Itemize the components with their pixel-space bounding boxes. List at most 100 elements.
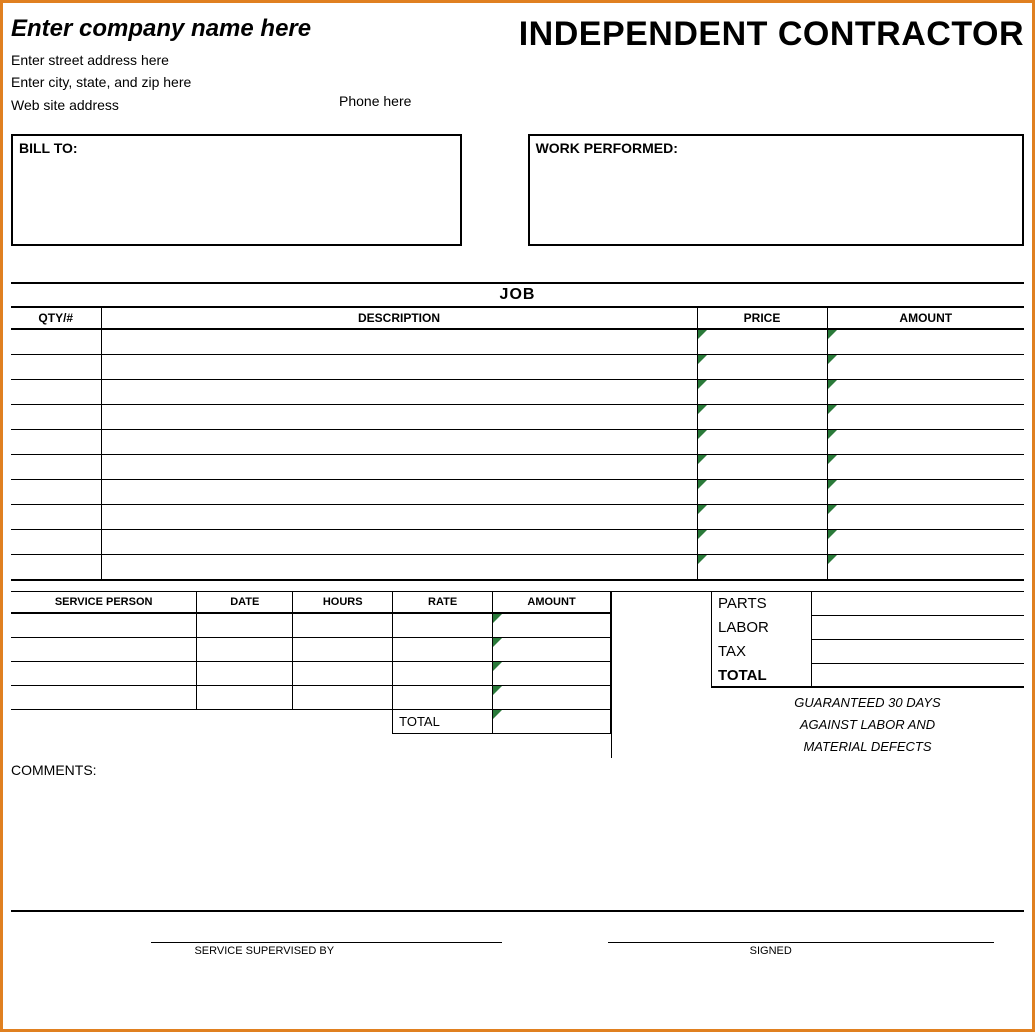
cell-date[interactable] xyxy=(197,613,293,637)
job-row[interactable] xyxy=(11,329,1024,354)
cell-amount[interactable] xyxy=(827,354,1024,379)
cell-qty[interactable] xyxy=(11,504,101,529)
cell-service-person[interactable] xyxy=(11,661,197,685)
col-description: DESCRIPTION xyxy=(101,308,697,329)
service-row[interactable] xyxy=(11,685,611,709)
cell-marker-icon xyxy=(493,686,502,695)
cell-svc-amount[interactable] xyxy=(493,661,611,685)
col-date: DATE xyxy=(197,592,293,614)
cell-svc-amount[interactable] xyxy=(493,613,611,637)
cell-qty[interactable] xyxy=(11,354,101,379)
cell-qty[interactable] xyxy=(11,329,101,354)
service-row[interactable] xyxy=(11,661,611,685)
cell-marker-icon xyxy=(698,480,707,489)
cell-qty[interactable] xyxy=(11,379,101,404)
service-row[interactable] xyxy=(11,637,611,661)
job-row[interactable] xyxy=(11,354,1024,379)
cell-qty[interactable] xyxy=(11,554,101,579)
cell-svc-amount[interactable] xyxy=(493,685,611,709)
cell-hours[interactable] xyxy=(293,637,393,661)
service-total-row: TOTAL xyxy=(11,709,611,733)
cell-description[interactable] xyxy=(101,529,697,554)
totals-section: PARTS LABOR TAX TOTAL GUARANTEED 30 DAYS xyxy=(611,591,1024,758)
col-hours: HOURS xyxy=(293,592,393,614)
website[interactable]: Web site address xyxy=(11,94,311,116)
cell-date[interactable] xyxy=(197,661,293,685)
cell-description[interactable] xyxy=(101,379,697,404)
cell-description[interactable] xyxy=(101,479,697,504)
cell-amount[interactable] xyxy=(827,554,1024,579)
value-tax[interactable] xyxy=(811,640,1024,664)
cell-qty[interactable] xyxy=(11,404,101,429)
cell-price[interactable] xyxy=(697,429,827,454)
cell-marker-icon xyxy=(828,405,837,414)
signed-line[interactable] xyxy=(608,942,995,943)
cell-description[interactable] xyxy=(101,454,697,479)
value-parts[interactable] xyxy=(811,592,1024,616)
comments-section[interactable]: COMMENTS: xyxy=(11,762,1024,912)
cell-marker-icon xyxy=(493,662,502,671)
cell-hours[interactable] xyxy=(293,685,393,709)
cell-qty[interactable] xyxy=(11,479,101,504)
cell-description[interactable] xyxy=(101,504,697,529)
supervised-by-line[interactable] xyxy=(151,942,502,943)
cell-qty[interactable] xyxy=(11,454,101,479)
work-performed-box[interactable]: WORK PERFORMED: xyxy=(528,134,1024,246)
cell-description[interactable] xyxy=(101,554,697,579)
cell-amount[interactable] xyxy=(827,454,1024,479)
job-row[interactable] xyxy=(11,504,1024,529)
city-state-zip[interactable]: Enter city, state, and zip here xyxy=(11,71,311,93)
value-total[interactable] xyxy=(811,664,1024,688)
cell-rate[interactable] xyxy=(393,685,493,709)
street-address[interactable]: Enter street address here xyxy=(11,49,311,71)
service-total-value[interactable] xyxy=(493,709,611,733)
cell-description[interactable] xyxy=(101,404,697,429)
cell-price[interactable] xyxy=(697,554,827,579)
phone[interactable]: Phone here xyxy=(339,93,411,109)
cell-amount[interactable] xyxy=(827,404,1024,429)
cell-service-person[interactable] xyxy=(11,637,197,661)
cell-price[interactable] xyxy=(697,479,827,504)
cell-rate[interactable] xyxy=(393,613,493,637)
cell-amount[interactable] xyxy=(827,429,1024,454)
cell-service-person[interactable] xyxy=(11,685,197,709)
job-row[interactable] xyxy=(11,429,1024,454)
cell-description[interactable] xyxy=(101,329,697,354)
job-row[interactable] xyxy=(11,404,1024,429)
cell-description[interactable] xyxy=(101,354,697,379)
cell-hours[interactable] xyxy=(293,613,393,637)
cell-amount[interactable] xyxy=(827,329,1024,354)
cell-hours[interactable] xyxy=(293,661,393,685)
cell-amount[interactable] xyxy=(827,529,1024,554)
company-name[interactable]: Enter company name here xyxy=(11,15,311,43)
cell-qty[interactable] xyxy=(11,529,101,554)
cell-rate[interactable] xyxy=(393,637,493,661)
job-row[interactable] xyxy=(11,454,1024,479)
cell-price[interactable] xyxy=(697,404,827,429)
job-row[interactable] xyxy=(11,479,1024,504)
cell-date[interactable] xyxy=(197,637,293,661)
cell-price[interactable] xyxy=(697,454,827,479)
job-row[interactable] xyxy=(11,554,1024,579)
cell-price[interactable] xyxy=(697,379,827,404)
cell-qty[interactable] xyxy=(11,429,101,454)
cell-price[interactable] xyxy=(697,504,827,529)
cell-price[interactable] xyxy=(697,354,827,379)
cell-rate[interactable] xyxy=(393,661,493,685)
cell-price[interactable] xyxy=(697,529,827,554)
label-tax: TAX xyxy=(712,640,811,664)
cell-amount[interactable] xyxy=(827,504,1024,529)
cell-svc-amount[interactable] xyxy=(493,637,611,661)
cell-marker-icon xyxy=(698,380,707,389)
bill-to-box[interactable]: BILL TO: xyxy=(11,134,462,246)
cell-amount[interactable] xyxy=(827,379,1024,404)
cell-description[interactable] xyxy=(101,429,697,454)
cell-amount[interactable] xyxy=(827,479,1024,504)
cell-date[interactable] xyxy=(197,685,293,709)
job-row[interactable] xyxy=(11,379,1024,404)
cell-price[interactable] xyxy=(697,329,827,354)
job-row[interactable] xyxy=(11,529,1024,554)
service-row[interactable] xyxy=(11,613,611,637)
value-labor[interactable] xyxy=(811,616,1024,640)
cell-service-person[interactable] xyxy=(11,613,197,637)
